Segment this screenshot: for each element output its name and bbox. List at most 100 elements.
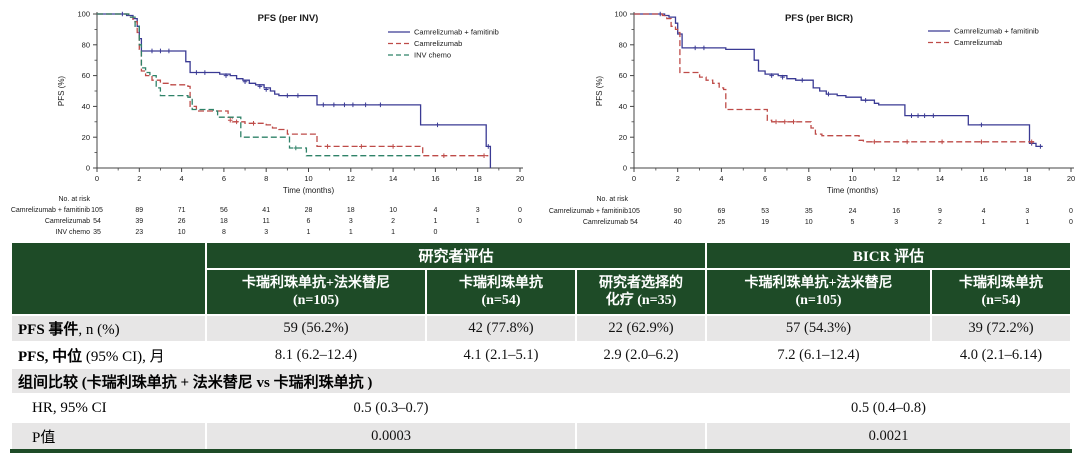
cell-p-chemo-empty <box>575 421 707 452</box>
risk-value: 5 <box>851 219 855 226</box>
cell-events-bicr-combo: 57 (54.3%) <box>705 314 932 343</box>
risk-value: 4 <box>433 207 437 214</box>
col-header-name: 研究者选择的 <box>599 275 683 291</box>
y-tick-label: 80 <box>619 40 627 49</box>
censor-mark <box>904 139 910 145</box>
censor-mark <box>158 48 163 54</box>
risk-value: 35 <box>805 208 813 215</box>
series-camrelizumab <box>634 13 1036 145</box>
y-axis-label: PFS (%) <box>57 76 66 107</box>
risk-value: 89 <box>135 207 143 214</box>
risk-value: 41 <box>262 207 270 214</box>
y-tick-label: 80 <box>82 40 90 49</box>
pfs-inv-chart: 0 20 40 60 80 100 0 2 4 6 8 10 12 14 16 18 20 PFS (per IN… <box>0 0 540 240</box>
chart-legend: Camrelizumab + famitinib Camrelizumab INV … <box>388 28 499 60</box>
risk-value: 105 <box>628 208 640 215</box>
censor-mark <box>435 122 440 128</box>
censor-mark <box>922 113 927 118</box>
row-label-rest: , n (%) <box>78 322 120 338</box>
censor-mark <box>1029 139 1034 145</box>
cell-median-bicr-combo: 7.2 (6.1–12.4) <box>705 341 932 369</box>
x-tick-label: 2 <box>137 174 141 183</box>
cell-median-inv-combo: 8.1 (6.2–12.4) <box>205 341 427 369</box>
row-pvalue: P值 0.0003 0.0021 <box>10 421 1073 452</box>
censor-mark <box>202 70 208 75</box>
legend-label: Camrelizumab <box>414 39 462 48</box>
risk-value: 54 <box>630 219 638 226</box>
x-tick-label: 12 <box>347 174 355 183</box>
y-tick-label: 100 <box>77 10 90 19</box>
cell-events-chemo: 22 (62.9%) <box>575 314 707 343</box>
cell-p-bicr: 0.0021 <box>704 421 1073 452</box>
censor-mark <box>692 45 698 51</box>
censor-mark <box>223 73 229 78</box>
censor-mark <box>194 70 199 75</box>
risk-value: 1 <box>433 218 437 225</box>
x-tick-label: 18 <box>1023 174 1031 183</box>
y-tick-label: 40 <box>82 102 90 111</box>
row-hr: HR, 95% CI 0.5 (0.3–0.7) 0.5 (0.4–0.8) <box>10 393 1073 423</box>
x-tick-label: 20 <box>516 174 524 183</box>
legend-label: Camrelizumab + famitinib <box>414 28 499 37</box>
risk-value: 19 <box>761 219 769 226</box>
row-label-pfs-events: PFS 事件, n (%) <box>10 314 207 343</box>
y-tick-label: 20 <box>82 133 90 142</box>
risk-row-label: Camrelizumab + famitinib <box>549 208 628 215</box>
risk-value: 4 <box>982 208 986 215</box>
series-line <box>97 13 492 168</box>
censor-mark <box>773 119 779 125</box>
col-header-name: 卡瑞利珠单抗+法米替尼 <box>242 275 390 291</box>
risk-row-label: INV chemo <box>55 229 90 236</box>
col-header-n: (n=105) <box>292 293 340 308</box>
chart-legend: Camrelizumab + famitinib Camrelizumab <box>928 27 1039 47</box>
censor-mark <box>939 139 945 145</box>
col-header-name: 卡瑞利珠单抗 <box>959 275 1043 291</box>
x-tick-label: 6 <box>222 174 226 183</box>
comparison-section-label: 组间比较 (卡瑞利珠单抗 + 法米替尼 vs 卡瑞利珠单抗 ) <box>9 367 1073 395</box>
censor-mark <box>263 87 269 92</box>
cell-median-chemo: 2.9 (2.0–6.2) <box>575 341 707 369</box>
risk-value: 3 <box>264 229 268 236</box>
y-tick-label: 60 <box>619 71 627 80</box>
risk-value: 10 <box>178 229 186 236</box>
y-tick-label: 40 <box>619 102 627 111</box>
series-line <box>97 13 421 157</box>
risk-value: 35 <box>93 229 101 236</box>
legend-label: Camrelizumab <box>954 38 1002 47</box>
risk-value: 90 <box>674 208 682 215</box>
col-header-inv-combo: 卡瑞利珠单抗+法米替尼 (n=105) <box>205 268 427 316</box>
chart-title: PFS (per INV) <box>258 13 319 24</box>
x-tick-label: 8 <box>264 174 268 183</box>
censor-mark <box>257 84 263 89</box>
risk-value: 1 <box>476 218 480 225</box>
col-header-inv-mono: 卡瑞利珠单抗 (n=54) <box>425 268 577 316</box>
censor-mark <box>378 102 383 108</box>
censor-mark <box>390 144 396 149</box>
cell-hr-inv: 0.5 (0.3–0.7) <box>205 393 577 423</box>
cell-p-inv: 0.0003 <box>205 421 577 452</box>
risk-value: 6 <box>307 218 311 225</box>
risk-value: 3 <box>894 219 898 226</box>
risk-table: No. at risk Camrelizumab + famitinib 105 89… <box>11 196 522 236</box>
cell-events-bicr-mono: 39 (72.2%) <box>929 314 1073 343</box>
censor-mark <box>799 77 805 83</box>
x-tick-label: 10 <box>848 174 856 183</box>
km-charts-row: 0 20 40 60 80 100 0 2 4 6 8 10 12 14 16 18 20 PFS (per IN… <box>0 0 1075 240</box>
legend-label: Camrelizumab + famitinib <box>954 27 1039 36</box>
chart-title: PFS (per BICR) <box>785 13 853 24</box>
censor-mark <box>285 93 290 98</box>
x-tick-label: 12 <box>892 174 900 183</box>
cell-hr-chemo-empty <box>575 393 707 423</box>
row-pfs-median: PFS, 中位 (95% CI), 月 8.1 (6.2–12.4) 4.1 (… <box>10 341 1073 369</box>
risk-value: 0 <box>433 229 437 236</box>
col-header-n: (n=54) <box>981 293 1021 308</box>
risk-value: 24 <box>849 208 857 215</box>
risk-value: 3 <box>349 218 353 225</box>
risk-value: 0 <box>1069 219 1073 226</box>
censor-mark <box>769 73 774 78</box>
censor-mark <box>295 93 301 98</box>
censor-mark <box>227 117 233 123</box>
